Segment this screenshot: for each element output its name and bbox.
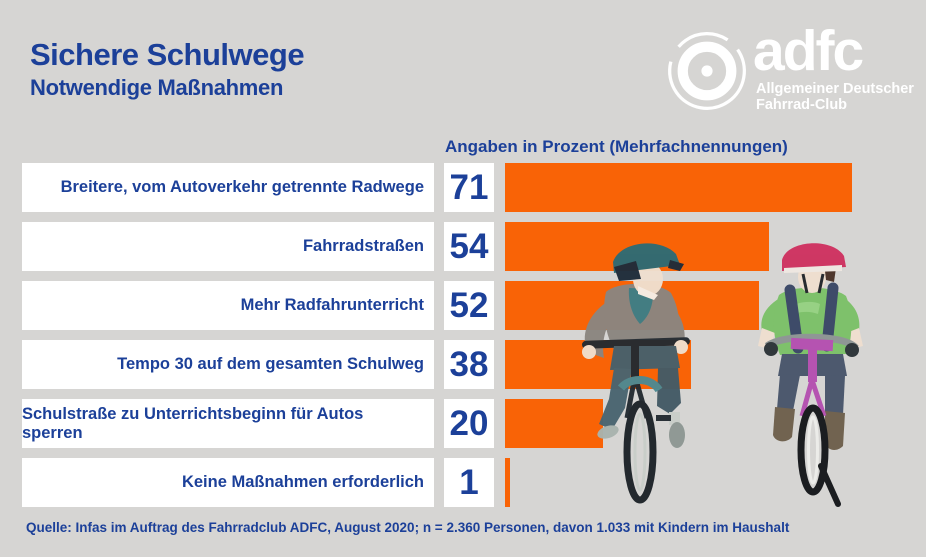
bar-value: 52 xyxy=(444,281,494,330)
logo-brand-text: adfc xyxy=(753,19,864,83)
logo-tagline-line2: Fahrrad-Club xyxy=(756,97,848,114)
bar xyxy=(505,163,853,212)
bar xyxy=(505,458,510,507)
bar xyxy=(505,399,603,448)
chart-axis-note: Angaben in Prozent (Mehrfachnennungen) xyxy=(445,137,788,156)
bar-value: 38 xyxy=(444,340,494,389)
bar-row: Tempo 30 auf dem gesamten Schulweg 38 xyxy=(22,340,924,389)
logo-tagline-line1: Allgemeiner Deutscher xyxy=(756,81,914,97)
bar-label: Breitere, vom Autoverkehr getrennte Radw… xyxy=(22,163,434,212)
bar-label: Fahrradstraßen xyxy=(22,222,434,271)
bicycle-wheel-icon xyxy=(668,32,746,110)
bar-rows: Breitere, vom Autoverkehr getrennte Radw… xyxy=(22,163,924,517)
bar-row: Fahrradstraßen 54 xyxy=(22,222,924,271)
bar-row: Schulstraße zu Unterrichtsbeginn für Aut… xyxy=(22,399,924,448)
bar xyxy=(505,281,760,330)
bar-value: 20 xyxy=(444,399,494,448)
bar-row: Breitere, vom Autoverkehr getrennte Radw… xyxy=(22,163,924,212)
bar-label: Tempo 30 auf dem gesamten Schulweg xyxy=(22,340,434,389)
page-title: Sichere Schulwege xyxy=(30,37,305,72)
source-note: Quelle: Infas im Auftrag des Fahrradclub… xyxy=(26,520,790,535)
bar-label: Keine Maßnahmen erforderlich xyxy=(22,458,434,507)
title-block: Sichere Schulwege Notwendige Maßnahmen xyxy=(30,37,305,101)
logo-tagline: Allgemeiner Deutscher Fahrrad-Club xyxy=(756,81,914,113)
bar-label: Mehr Radfahrunterricht xyxy=(22,281,434,330)
bar-row: Keine Maßnahmen erforderlich 1 xyxy=(22,458,924,507)
bar-value: 54 xyxy=(444,222,494,271)
bar-label: Schulstraße zu Unterrichtsbeginn für Aut… xyxy=(22,399,434,448)
bar-value: 71 xyxy=(444,163,494,212)
bar-value: 1 xyxy=(444,458,494,507)
adfc-logo: adfc Allgemeiner Deutscher Fahrrad-Club xyxy=(665,19,915,121)
bar xyxy=(505,340,691,389)
bar-row: Mehr Radfahrunterricht 52 xyxy=(22,281,924,330)
bar xyxy=(505,222,770,271)
page-subtitle: Notwendige Maßnahmen xyxy=(30,75,284,101)
